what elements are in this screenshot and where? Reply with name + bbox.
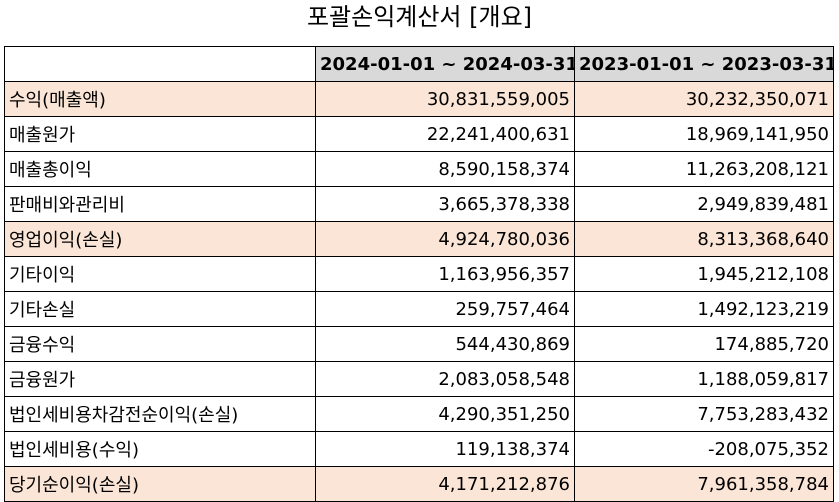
table-row: 매출총이익 8,590,158,374 11,263,208,121 — [4, 151, 834, 187]
table-row: 영업이익(손실) 4,924,780,036 8,313,368,640 — [4, 221, 834, 257]
row-label: 수익(매출액) — [4, 81, 316, 117]
row-label: 판매비와관리비 — [4, 186, 316, 222]
income-statement-table: 2024-01-01 ~ 2024-03-31 2023-01-01 ~ 202… — [4, 46, 834, 502]
value-2023: 8,313,368,640 — [574, 221, 834, 257]
value-2024: 1,163,956,357 — [315, 256, 575, 292]
header-row: 2024-01-01 ~ 2024-03-31 2023-01-01 ~ 202… — [4, 46, 834, 82]
table-row: 금융수익 544,430,869 174,885,720 — [4, 326, 834, 362]
table-row: 법인세비용(수익) 119,138,374 -208,075,352 — [4, 431, 834, 467]
value-2024: 119,138,374 — [315, 431, 575, 467]
value-2024: 544,430,869 — [315, 326, 575, 362]
header-blank — [4, 46, 316, 82]
value-2024: 4,924,780,036 — [315, 221, 575, 257]
value-2023: 1,188,059,817 — [574, 361, 834, 397]
value-2024: 259,757,464 — [315, 291, 575, 327]
value-2024: 3,665,378,338 — [315, 186, 575, 222]
value-2023: 174,885,720 — [574, 326, 834, 362]
row-label: 법인세비용(수익) — [4, 431, 316, 467]
value-2024: 4,290,351,250 — [315, 396, 575, 432]
value-2023: -208,075,352 — [574, 431, 834, 467]
value-2023: 30,232,350,071 — [574, 81, 834, 117]
value-2023: 7,961,358,784 — [574, 466, 834, 502]
table-row: 판매비와관리비 3,665,378,338 2,949,839,481 — [4, 186, 834, 222]
table-row: 기타이익 1,163,956,357 1,945,212,108 — [4, 256, 834, 292]
page-title: 포괄손익계산서 [개요] — [306, 3, 533, 31]
value-2023: 18,969,141,950 — [574, 116, 834, 152]
value-2023: 1,492,123,219 — [574, 291, 834, 327]
row-label: 기타손실 — [4, 291, 316, 327]
table-row: 수익(매출액) 30,831,559,005 30,232,350,071 — [4, 81, 834, 117]
row-label: 법인세비용차감전순이익(손실) — [4, 396, 316, 432]
row-label: 매출총이익 — [4, 151, 316, 187]
table-row: 기타손실 259,757,464 1,492,123,219 — [4, 291, 834, 327]
header-period-2024: 2024-01-01 ~ 2024-03-31 — [315, 46, 575, 82]
table-row: 당기순이익(손실) 4,171,212,876 7,961,358,784 — [4, 466, 834, 502]
value-2023: 7,753,283,432 — [574, 396, 834, 432]
row-label: 금융수익 — [4, 326, 316, 362]
table-row: 매출원가 22,241,400,631 18,969,141,950 — [4, 116, 834, 152]
row-label: 매출원가 — [4, 116, 316, 152]
header-period-2023: 2023-01-01 ~ 2023-03-31 — [574, 46, 834, 82]
value-2023: 1,945,212,108 — [574, 256, 834, 292]
row-label: 영업이익(손실) — [4, 221, 316, 257]
table-row: 금융원가 2,083,058,548 1,188,059,817 — [4, 361, 834, 397]
value-2024: 4,171,212,876 — [315, 466, 575, 502]
value-2024: 8,590,158,374 — [315, 151, 575, 187]
row-label: 기타이익 — [4, 256, 316, 292]
value-2024: 2,083,058,548 — [315, 361, 575, 397]
row-label: 금융원가 — [4, 361, 316, 397]
value-2024: 22,241,400,631 — [315, 116, 575, 152]
row-label: 당기순이익(손실) — [4, 466, 316, 502]
value-2023: 11,263,208,121 — [574, 151, 834, 187]
value-2024: 30,831,559,005 — [315, 81, 575, 117]
value-2023: 2,949,839,481 — [574, 186, 834, 222]
table-row: 법인세비용차감전순이익(손실) 4,290,351,250 7,753,283,43… — [4, 396, 834, 432]
